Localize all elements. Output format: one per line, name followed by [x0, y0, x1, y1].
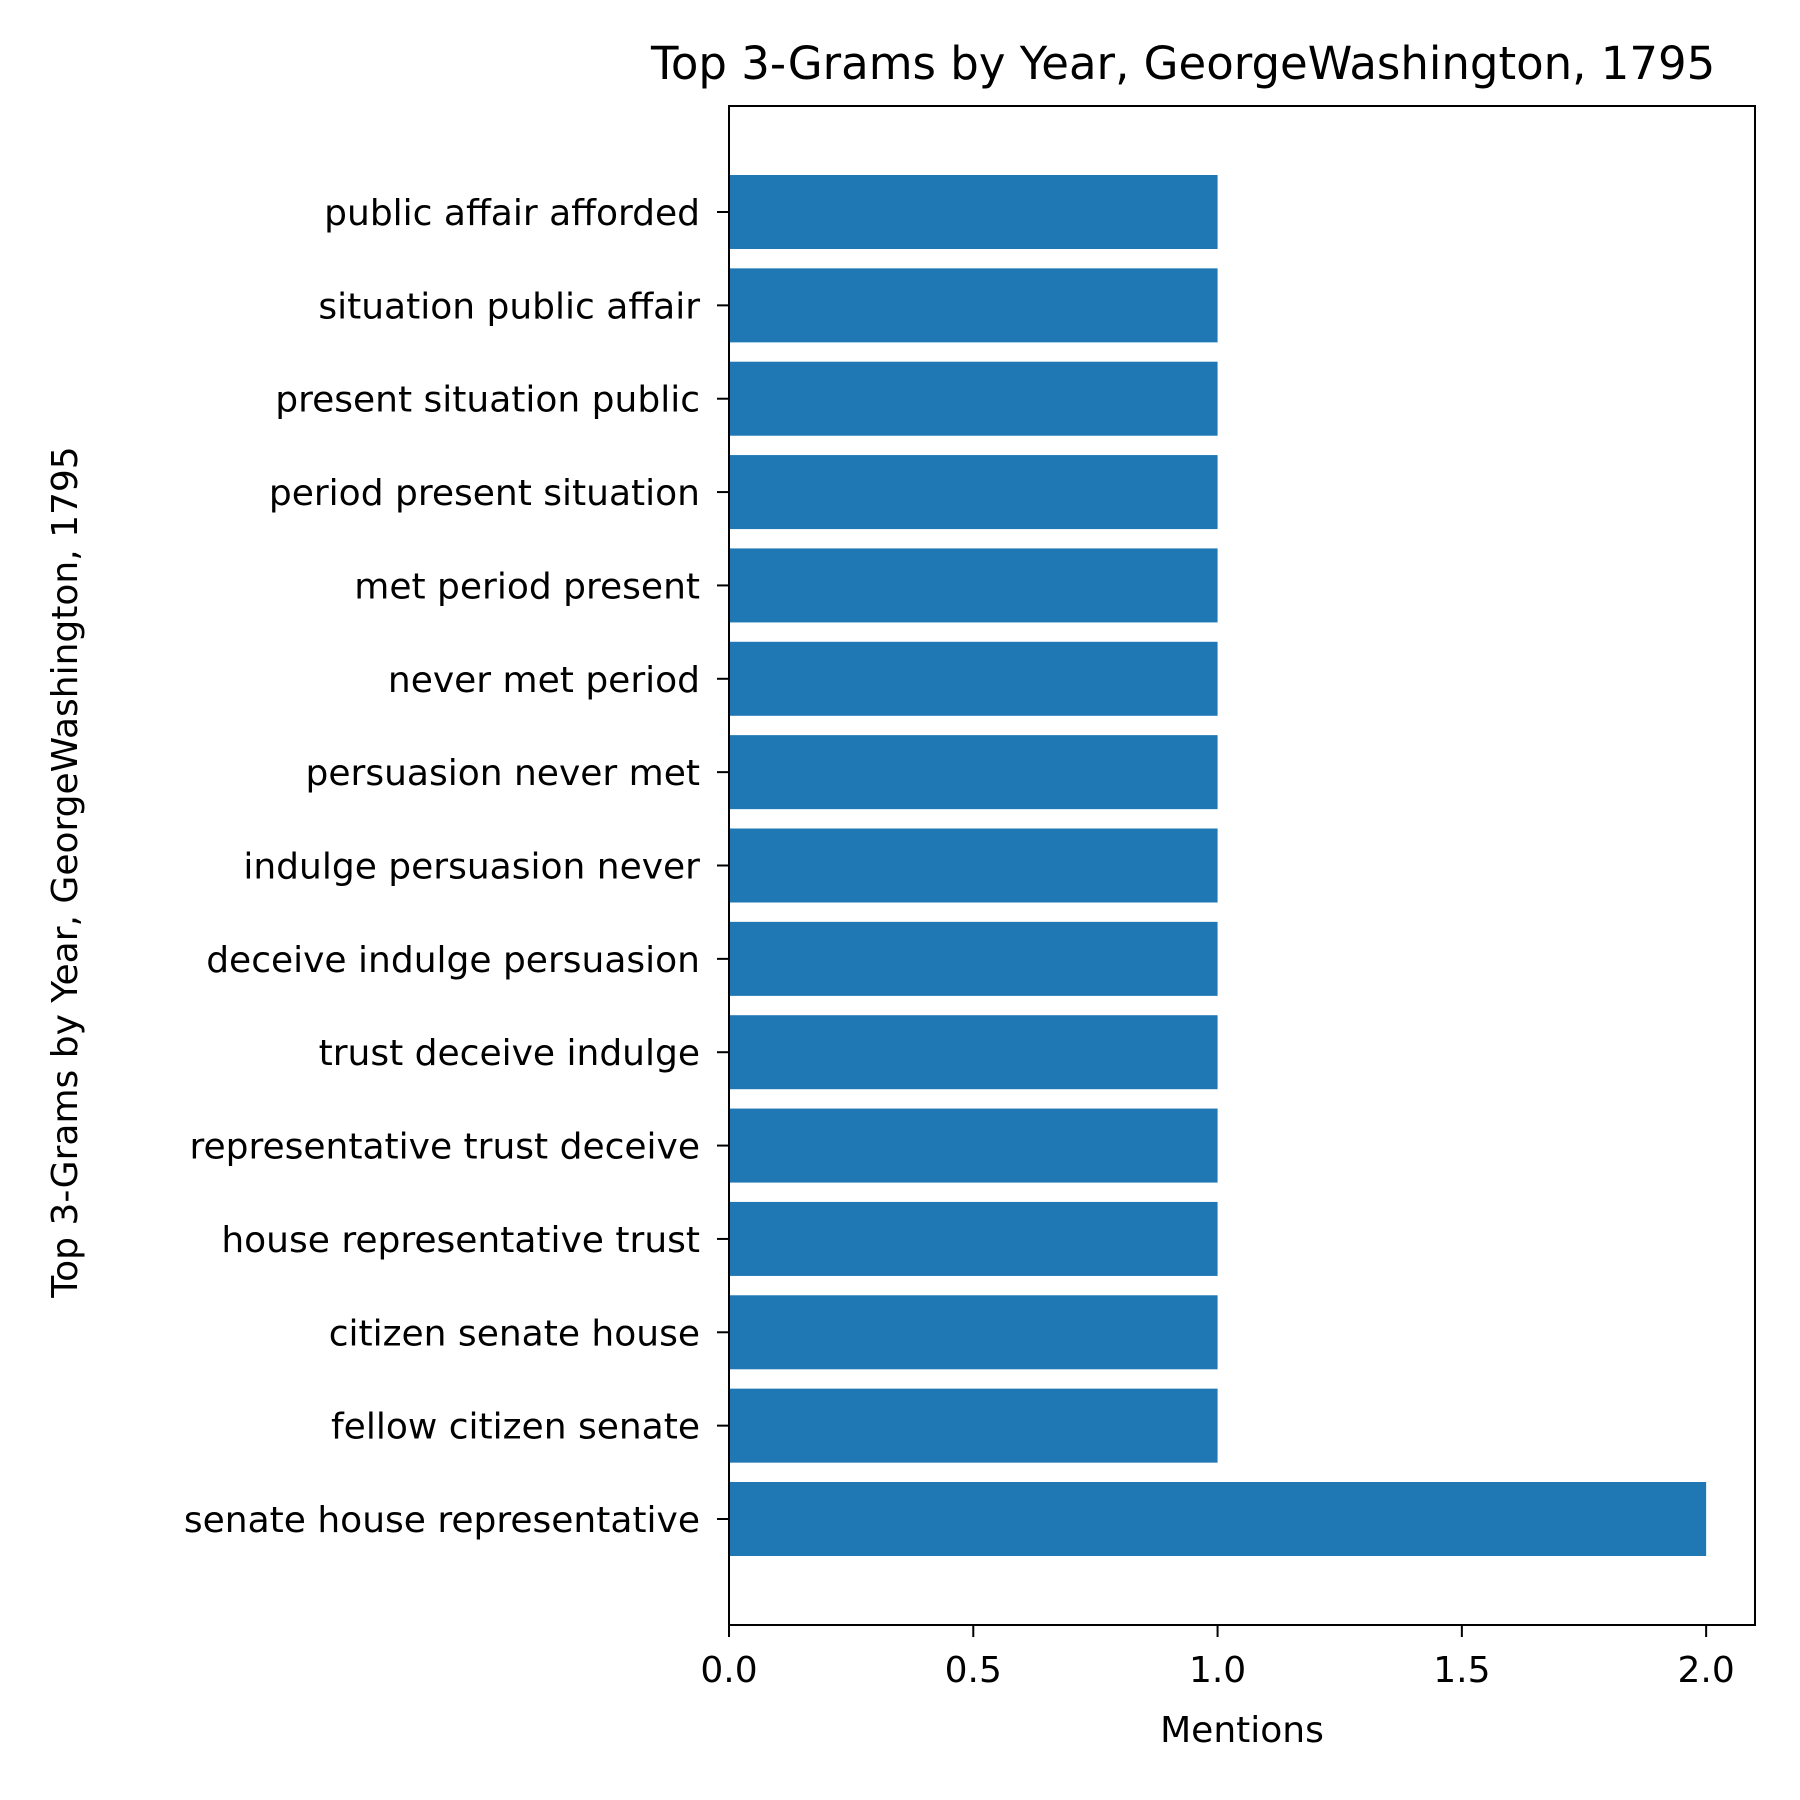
chart-title: Top 3-Grams by Year, GeorgeWashington, 1… — [650, 37, 1715, 90]
x-tick-label: 0.0 — [700, 1650, 757, 1691]
bar — [729, 1295, 1218, 1370]
y-ticks-group: senate house representative fellow citize… — [184, 193, 729, 1541]
bar — [729, 548, 1218, 623]
y-tick-label: deceive indulge persuasion — [206, 940, 700, 981]
bars-group — [729, 175, 1707, 1556]
y-tick-label: met period present — [354, 566, 700, 607]
y-tick-label: period present situation — [269, 473, 700, 514]
bar — [729, 1388, 1218, 1463]
y-tick-label: citizen senate house — [329, 1313, 700, 1354]
bar — [729, 735, 1218, 810]
x-tick-label: 0.5 — [945, 1650, 1002, 1691]
y-tick-label: trust deceive indulge — [319, 1033, 700, 1074]
y-tick-label: representative trust deceive — [189, 1127, 700, 1168]
y-axis-label: Top 3-Grams by Year, GeorgeWashington, 1… — [45, 446, 86, 1298]
bar — [729, 268, 1218, 343]
bar — [729, 1015, 1218, 1090]
y-tick-label: house representative trust — [221, 1220, 700, 1261]
bar — [729, 361, 1218, 436]
x-tick-label: 1.0 — [1189, 1650, 1246, 1691]
bar — [729, 455, 1218, 530]
x-tick-label: 2.0 — [1678, 1650, 1735, 1691]
y-tick-label: persuasion never met — [306, 753, 700, 794]
y-tick-label: situation public affair — [318, 286, 700, 327]
bar — [729, 641, 1218, 716]
bar — [729, 828, 1218, 903]
x-tick-label: 1.5 — [1433, 1650, 1490, 1691]
bar — [729, 1482, 1707, 1556]
bar — [729, 921, 1218, 996]
bar — [729, 1108, 1218, 1183]
y-tick-label: public affair afforded — [324, 193, 700, 234]
y-tick-label: fellow citizen senate — [331, 1407, 700, 1448]
y-tick-label: present situation public — [275, 380, 700, 421]
bar — [729, 1201, 1218, 1276]
x-ticks-group: 0.0 0.5 1.0 1.5 2.0 — [700, 1625, 1735, 1691]
x-axis-label: Mentions — [1160, 1710, 1324, 1751]
bar — [729, 175, 1218, 249]
y-tick-label: never met period — [388, 660, 700, 701]
y-tick-label: indulge persuasion never — [243, 847, 700, 888]
y-tick-label: senate house representative — [184, 1500, 700, 1541]
plot-frame — [728, 105, 1756, 1626]
